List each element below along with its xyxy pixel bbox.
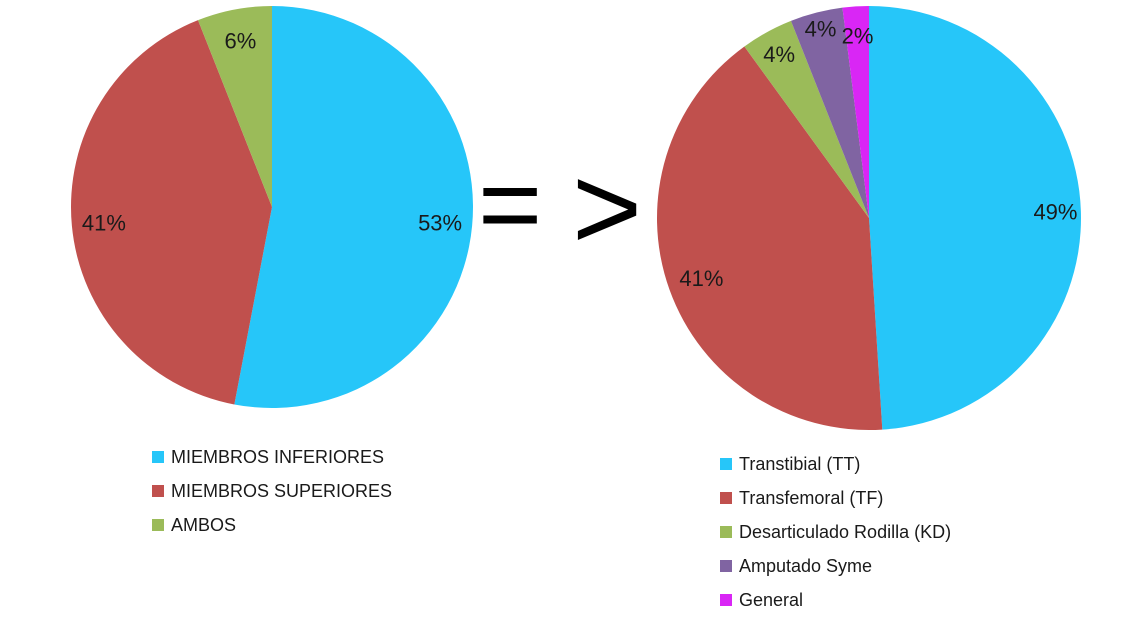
legend-label: Desarticulado Rodilla (KD) [739,521,952,542]
legend-swatch [152,485,164,497]
pie1-label-miembros-inferiores: 53% [418,210,462,235]
legend-swatch [152,451,164,463]
pie2-label-desarticulado-rodilla-kd: 4% [763,42,795,67]
pie-chart-amputation-types: 49%41%4%4% 2% [657,6,1081,430]
legend-label: MIEMBROS SUPERIORES [171,480,393,501]
pie1-slice-miembros-superiores [71,20,273,405]
legend1-item-miembros-superiores: MIEMBROS SUPERIORES [152,480,392,502]
pie1-slice-miembros-inferiores [234,6,474,408]
pie2-label-transtibial-tt: 49% [1033,200,1077,225]
pie1-label-miembros-superiores: 41% [82,210,126,235]
pie1-label-ambos: 6% [224,29,256,54]
legend-limbs: MIEMBROS INFERIORES MIEMBROS SUPERIORES AM… [152,446,392,548]
legend-swatch [720,526,732,538]
pie1-slice-ambos [198,6,272,207]
greater-than-sign: > [572,141,643,275]
pie2-slice-desarticulado-rodilla-kd [744,20,869,218]
legend1-item-ambos: AMBOS [152,514,392,536]
legend-swatch [152,519,164,531]
legend2-item-amputado-syme: Amputado Syme [720,555,951,577]
legend2-item-transfemoral-tf: Transfemoral (TF) [720,487,951,509]
legend2-item-transtibial-tt: Transtibial (TT) [720,453,951,475]
pie2-slice-general [842,6,869,218]
legend-swatch [720,458,732,470]
legend-label: AMBOS [171,514,237,535]
legend1-item-miembros-inferiores: MIEMBROS INFERIORES [152,446,392,468]
pie2-label-transfemoral-tf: 41% [679,266,723,291]
legend-label: MIEMBROS INFERIORES [171,446,385,467]
legend-label: General [739,589,804,610]
pie2-slice-amputado-syme [790,7,869,219]
legend-label: Amputado Syme [739,555,873,576]
equals-sign: = [478,143,543,266]
pie2-label-amputado-syme: 4% [805,17,837,42]
pie-chart-limbs: 53% 41% 6% [71,6,474,408]
pie2-slice-transfemoral-tf [657,46,883,430]
legend2-item-general: General [720,589,951,611]
legend-swatch [720,492,732,504]
legend-swatch [720,594,732,606]
legend-amputation-types: Transtibial (TT) Transfemoral (TF) Desarti… [720,453,951,623]
legend-label: Transfemoral (TF) [739,487,884,508]
legend-swatch [720,560,732,572]
legend2-item-desarticulado-rodilla-kd: Desarticulado Rodilla (KD) [720,521,951,543]
pie2-slice-transtibial-tt [869,6,1081,430]
legend-label: Transtibial (TT) [739,453,861,474]
pie2-label-general: 2% [842,24,874,49]
